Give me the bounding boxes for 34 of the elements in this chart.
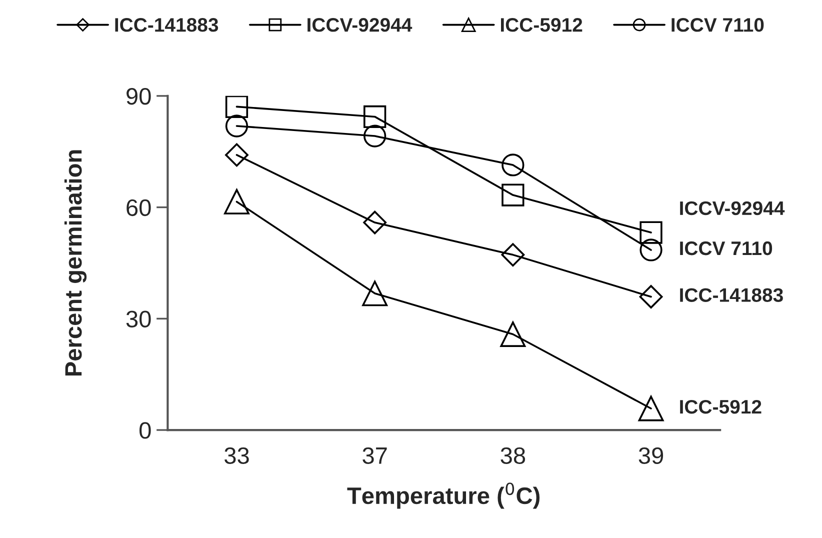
- legend-label: ICCV-92944: [308, 18, 412, 32]
- y-tick-label: 0: [140, 422, 151, 439]
- x-tick-label: 37: [362, 447, 387, 464]
- point: [363, 210, 387, 234]
- text: ICCV 7110: [680, 241, 772, 256]
- legend-label: ICC-141883: [115, 18, 218, 32]
- point: [640, 238, 662, 262]
- point: [225, 96, 248, 118]
- point: [502, 154, 524, 176]
- point: [362, 280, 388, 306]
- y-axis-title: Percent germination: [64, 150, 87, 376]
- x-tick-label: 33: [224, 447, 249, 464]
- point: [638, 396, 664, 422]
- point: [639, 285, 663, 308]
- y-tick-label: 60: [126, 199, 151, 216]
- x-tick-label: 38: [500, 447, 526, 464]
- point: [364, 105, 386, 128]
- legend-label: ICC-5912: [501, 18, 582, 32]
- y-tick-label: 90: [126, 88, 151, 105]
- point: [640, 221, 662, 244]
- text: ICCV-92944: [680, 201, 785, 216]
- x-tick-label: 39: [638, 447, 664, 464]
- point: [501, 243, 525, 267]
- point: [225, 114, 248, 138]
- text: ICC-141883: [680, 288, 783, 302]
- point: [364, 124, 386, 148]
- x-axis-title: Temperature ($^{0}$C): [347, 482, 540, 509]
- point: [500, 322, 526, 347]
- point: [502, 184, 524, 206]
- legend-label: ICCV 7110: [672, 18, 764, 32]
- point: [224, 189, 250, 214]
- point: [225, 143, 248, 167]
- text: ICC-5912: [680, 400, 762, 414]
- y-tick-label: 30: [126, 310, 151, 328]
